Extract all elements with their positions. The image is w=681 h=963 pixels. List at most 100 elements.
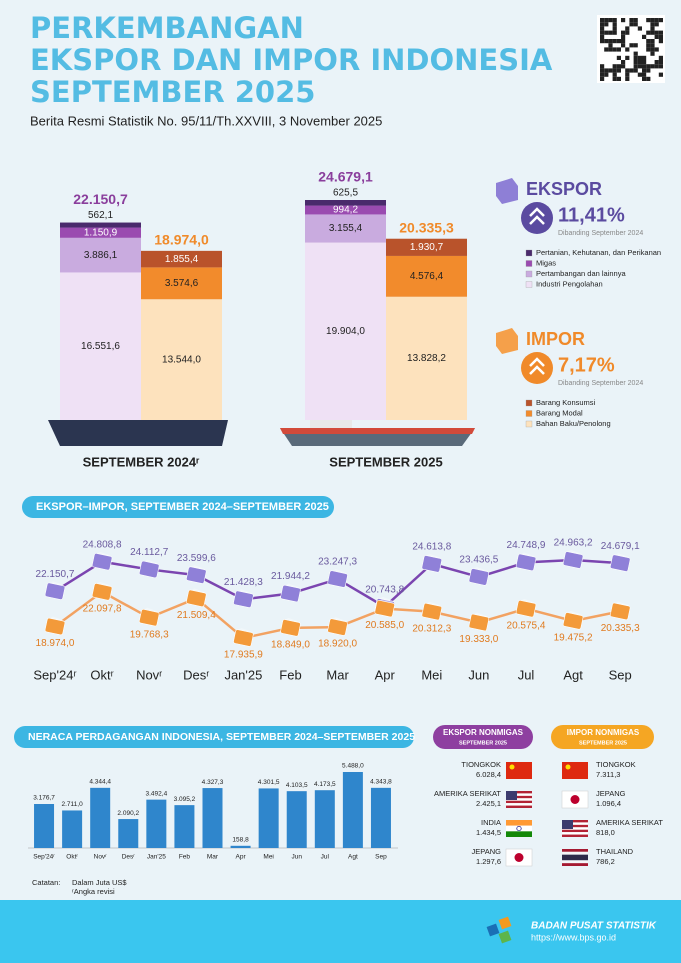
qr-cell <box>629 18 634 23</box>
partner-value: 1.297,6 <box>476 857 501 866</box>
marker <box>233 590 254 608</box>
value-label: 24.679,1 <box>601 541 640 552</box>
qr-cell <box>658 39 663 44</box>
bar-segment <box>386 238 467 256</box>
bar-segment <box>141 299 222 420</box>
qr-cell <box>629 22 634 27</box>
marker <box>562 612 584 630</box>
qr-cell <box>650 26 655 31</box>
qr-cell <box>621 18 626 23</box>
bar-segment <box>60 272 141 420</box>
flag-stripe <box>506 825 532 832</box>
qr-cell <box>646 30 651 35</box>
flag-stripe <box>506 820 532 826</box>
legend-swatch <box>525 281 533 288</box>
segment-label: 625,5 <box>333 188 358 199</box>
x-tick-label: Desʳ <box>183 667 209 682</box>
bar <box>286 791 307 848</box>
marker <box>515 553 537 572</box>
qr-cell <box>612 39 617 44</box>
qr-cell <box>612 18 617 23</box>
x-tick-label: Jul <box>518 667 535 682</box>
partner-value: 1.434,5 <box>476 828 501 837</box>
x-tick-label: Mei <box>421 667 442 682</box>
qr-cell <box>600 18 605 23</box>
bar <box>62 810 83 848</box>
qr-cell <box>646 47 651 52</box>
legend-label: Pertambangan dan lainnya <box>536 269 626 278</box>
export-badge <box>496 178 553 234</box>
country: TIONGKOK <box>596 760 636 769</box>
segment-label: 1.150,9 <box>84 227 118 238</box>
partner-title: IMPOR NONMIGAS <box>567 728 640 737</box>
qr-cell <box>642 72 647 77</box>
marker <box>610 602 631 621</box>
qr-cell <box>608 68 613 73</box>
marker <box>562 551 584 569</box>
group-name: IMPOR <box>526 329 585 349</box>
growth-note: Dibanding September 2024 <box>558 230 643 237</box>
title-line: PERKEMBANGAN <box>30 11 304 45</box>
qr-cell <box>650 22 655 27</box>
qr-cell <box>625 72 630 77</box>
flag-field <box>506 762 532 779</box>
marker <box>186 589 207 607</box>
flag-stripe <box>506 798 532 801</box>
bar <box>90 787 111 848</box>
x-tick-label: Agt <box>348 854 358 861</box>
qr-cell <box>600 72 605 77</box>
qr-cell <box>600 68 605 73</box>
section-title: EKSPOR–IMPOR, SEPTEMBER 2024–SEPTEMBER 2… <box>36 501 329 513</box>
flag-stripe <box>506 803 532 806</box>
total-label: 24.679,1 <box>318 169 373 185</box>
qr-cell <box>646 18 651 23</box>
bar-segment <box>305 242 386 420</box>
country: THAILAND <box>596 847 634 856</box>
x-tick-label: Oktʳ <box>90 667 113 682</box>
qr-cell <box>600 76 605 81</box>
partner-value: 1.096,4 <box>596 799 621 808</box>
value-label: 20.335,3 <box>601 623 640 634</box>
growth-note: Dibanding September 2024 <box>558 380 643 387</box>
value-label: 4.301,5 <box>258 779 280 786</box>
value-label: 20.585,0 <box>365 620 404 631</box>
bar <box>174 805 195 848</box>
qr-cell <box>616 68 621 73</box>
x-tick-label: Mar <box>207 854 219 861</box>
qr-cell <box>608 18 613 23</box>
value-label: 19.768,3 <box>130 629 169 640</box>
flag-stripe <box>562 860 588 864</box>
qr-cell <box>633 64 638 69</box>
country: AMERIKA SERIKAT <box>434 789 501 798</box>
qr-cell <box>658 60 663 65</box>
country: JEPANG <box>596 789 626 798</box>
flag-stripe <box>562 822 588 825</box>
flag-wheel <box>516 825 522 832</box>
value-label: 19.475,2 <box>554 633 593 644</box>
country: AMERIKA SERIKAT <box>596 818 663 827</box>
qr-cell <box>654 22 659 27</box>
flag <box>505 848 533 867</box>
value-label: 18.974,0 <box>36 638 75 649</box>
qr-cell <box>612 76 617 81</box>
x-tick-label: Jun <box>468 667 489 682</box>
value-label: 21.509,4 <box>177 610 216 621</box>
bar-segment <box>305 205 386 215</box>
qr-cell <box>650 43 655 48</box>
period-label: SEPTEMBER 2025 <box>329 454 442 469</box>
qr-cell <box>650 18 655 23</box>
value-label: 21.944,2 <box>271 571 310 582</box>
qr-code <box>597 15 665 83</box>
segment-label: 4.576,4 <box>410 271 444 282</box>
x-tick-label: Apr <box>375 667 396 682</box>
qr-cell <box>637 55 642 60</box>
partner-title: EKSPOR NONMIGAS <box>443 728 524 737</box>
value-label: 4.103,5 <box>286 782 308 789</box>
x-tick-label: Novʳ <box>94 854 108 861</box>
flag-star <box>565 764 571 770</box>
flag-stripe <box>506 793 532 796</box>
value-label: 4.173,5 <box>314 781 336 788</box>
marker <box>421 555 442 573</box>
segment-label: 3.155,4 <box>329 223 363 234</box>
bar <box>314 790 335 848</box>
